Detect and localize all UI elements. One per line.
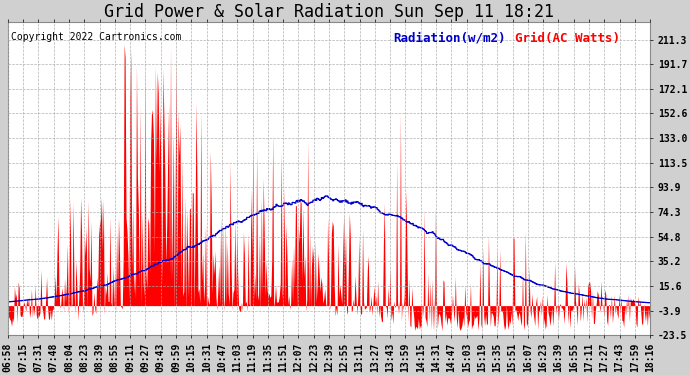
Title: Grid Power & Solar Radiation Sun Sep 11 18:21: Grid Power & Solar Radiation Sun Sep 11 … (104, 3, 554, 21)
Text: Copyright 2022 Cartronics.com: Copyright 2022 Cartronics.com (11, 32, 181, 42)
Text: Grid(AC Watts): Grid(AC Watts) (515, 32, 620, 45)
Text: Radiation(w/m2): Radiation(w/m2) (393, 32, 506, 45)
